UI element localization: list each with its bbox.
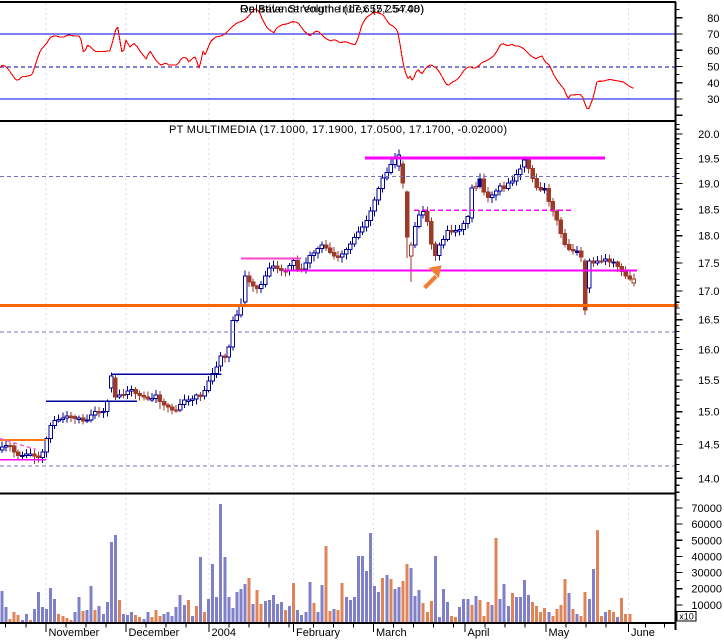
- svg-text:20000: 20000: [691, 584, 722, 596]
- svg-text:18.5: 18.5: [698, 204, 719, 216]
- svg-text:40: 40: [707, 78, 719, 90]
- svg-text:16.0: 16.0: [698, 344, 719, 356]
- svg-text:June: June: [631, 627, 655, 639]
- svg-text:70: 70: [707, 29, 719, 41]
- svg-text:40000: 40000: [691, 551, 722, 563]
- svg-text:50000: 50000: [691, 535, 722, 547]
- svg-text:March: March: [376, 627, 407, 639]
- svg-text:2004: 2004: [212, 627, 236, 639]
- svg-text:17.5: 17.5: [698, 258, 719, 270]
- svg-text:February: February: [296, 627, 341, 639]
- svg-text:14.0: 14.0: [698, 473, 719, 485]
- svg-text:30: 30: [707, 94, 719, 106]
- svg-text:18.0: 18.0: [698, 231, 719, 243]
- svg-text:50: 50: [707, 62, 719, 74]
- svg-text:60: 60: [707, 45, 719, 57]
- svg-text:10000: 10000: [691, 600, 722, 612]
- svg-text:Relative Strength Index (57.57: Relative Strength Index (57.5748): [240, 4, 424, 16]
- svg-text:PT MULTIMEDIA (17.1000, 17.190: PT MULTIMEDIA (17.1000, 17.1900, 17.0500…: [169, 124, 507, 136]
- svg-text:November: November: [49, 627, 100, 639]
- svg-text:December: December: [129, 627, 180, 639]
- svg-text:60000: 60000: [691, 519, 722, 531]
- svg-text:80: 80: [707, 13, 719, 25]
- svg-text:14.5: 14.5: [698, 439, 719, 451]
- svg-text:19.5: 19.5: [698, 153, 719, 165]
- svg-text:April: April: [468, 627, 490, 639]
- svg-text:15.5: 15.5: [698, 375, 719, 387]
- svg-text:On Balance Volume (17,657,254.: On Balance Volume (17,657,254.00): [240, 4, 424, 16]
- svg-text:20.0: 20.0: [698, 129, 719, 141]
- svg-text:70000: 70000: [691, 503, 722, 515]
- svg-text:17.0: 17.0: [698, 286, 719, 298]
- svg-text:x10: x10: [679, 612, 694, 622]
- svg-text:19.0: 19.0: [698, 179, 719, 191]
- svg-text:May: May: [549, 627, 570, 639]
- svg-text:30000: 30000: [691, 568, 722, 580]
- svg-text:15.0: 15.0: [698, 407, 719, 419]
- svg-text:16.5: 16.5: [698, 315, 719, 327]
